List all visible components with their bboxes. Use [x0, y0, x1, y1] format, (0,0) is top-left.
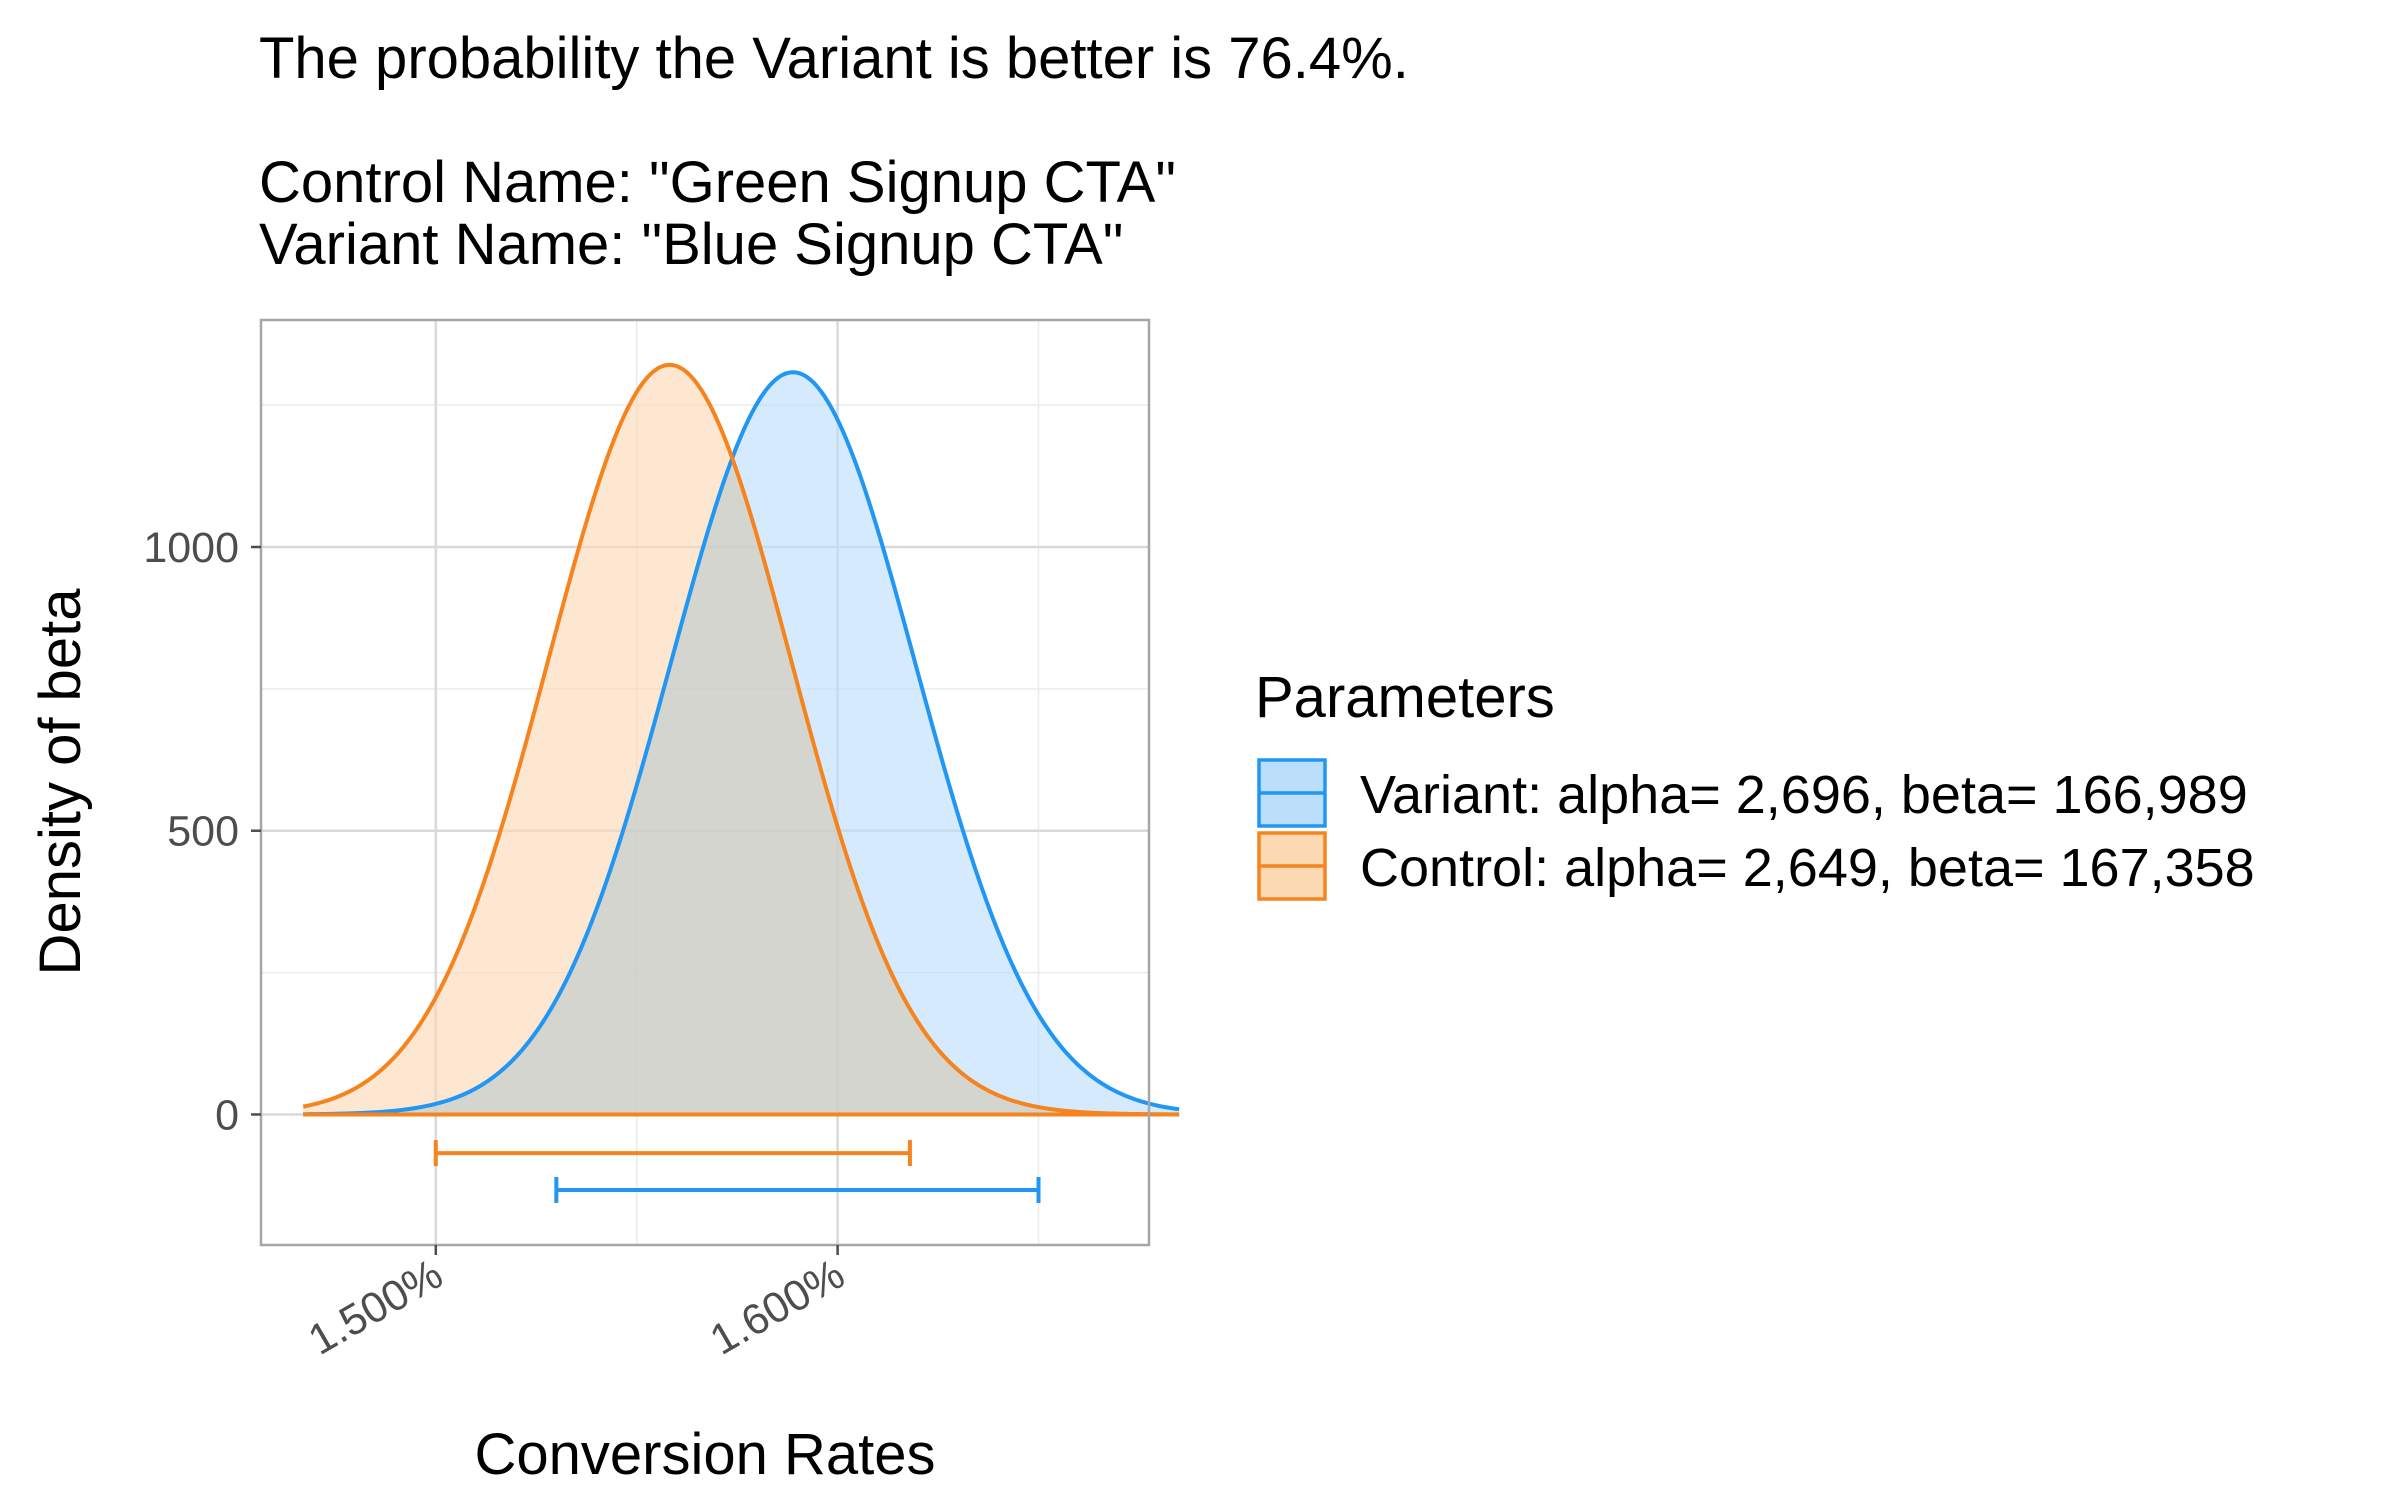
legend-item-control: Control: alpha= 2,649, beta= 167,358 — [1257, 831, 2255, 901]
density-line-variant — [303, 370, 1180, 1117]
legend-label-variant: Variant: alpha= 2,696, beta= 166,989 — [1360, 765, 2248, 825]
y-tick-label: 500 — [167, 808, 239, 856]
chart-title: The probability the Variant is better is… — [259, 28, 1409, 276]
title-probability: The probability the Variant is better is… — [259, 26, 1409, 91]
density-fill-control — [303, 364, 1180, 1115]
interval-layer — [433, 1140, 1041, 1203]
x-tick-label: 1.600% — [702, 1250, 852, 1364]
legend-label-control: Control: alpha= 2,649, beta= 167,358 — [1360, 838, 2255, 898]
y-axis-title: Density of beta — [28, 588, 93, 976]
density-line-control — [302, 362, 1180, 1117]
title-variant-name: Variant Name: "Blue Signup CTA" — [259, 212, 1124, 277]
x-tick-label: 1.500% — [300, 1250, 450, 1364]
legend-title: Parameters — [1255, 665, 1555, 730]
title-control-name: Control Name: "Green Signup CTA" — [259, 150, 1176, 215]
legend-item-variant: Variant: alpha= 2,696, beta= 166,989 — [1257, 758, 2248, 828]
panel-border — [259, 318, 1151, 1247]
legend: Parameters Variant: alpha= 2,696, beta= … — [1255, 665, 2255, 901]
area-layer — [302, 362, 1180, 1117]
x-axis-title: Conversion Rates — [475, 1422, 936, 1487]
y-tick-label: 0 — [215, 1091, 239, 1139]
y-tick-label: 1000 — [143, 524, 239, 572]
